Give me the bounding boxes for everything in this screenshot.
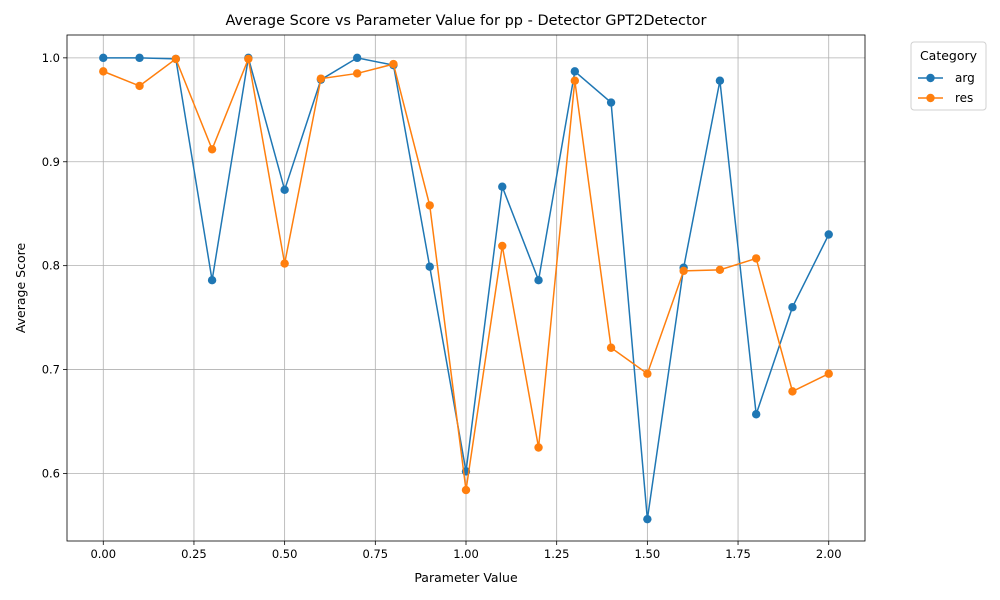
data-point-res — [570, 76, 580, 85]
legend-label-arg: arg — [955, 71, 975, 85]
data-point-arg — [715, 76, 725, 85]
data-point-arg — [280, 185, 289, 195]
data-point-res — [280, 259, 289, 268]
data-point-res — [425, 201, 434, 210]
y-tick-label: 0.6 — [42, 466, 60, 480]
y-tick-label: 0.8 — [42, 259, 60, 273]
y-tick-label: 0.7 — [42, 363, 60, 377]
legend-items: arg res — [918, 71, 975, 105]
data-point-res — [316, 74, 326, 83]
x-axis-label: Parameter Value — [414, 570, 518, 585]
gridlines — [67, 35, 865, 541]
y-axis-label: Average Score — [13, 243, 28, 334]
x-tick-label: 0.00 — [90, 547, 116, 561]
data-point-res — [643, 369, 652, 378]
data-point-arg — [643, 514, 652, 524]
data-point-res — [171, 54, 181, 64]
data-point-res — [751, 254, 761, 263]
data-point-res — [244, 54, 253, 64]
data-point-arg — [207, 276, 217, 285]
x-tick-label: 1.75 — [725, 547, 751, 561]
data-point-arg — [498, 182, 507, 191]
series-layer — [99, 53, 833, 524]
legend-marker-arg — [926, 73, 935, 83]
data-point-res — [715, 265, 725, 275]
x-tick-label: 1.25 — [544, 547, 570, 561]
chart-title: Average Score vs Parameter Value for pp … — [225, 13, 706, 29]
y-tick-label: 1.0 — [42, 51, 60, 65]
data-point-res — [534, 443, 543, 452]
data-point-res — [207, 145, 217, 154]
legend-title: Category — [920, 48, 978, 63]
legend-label-res: res — [955, 91, 973, 105]
data-point-res — [679, 266, 688, 276]
data-point-arg — [352, 53, 362, 63]
data-point-arg — [425, 262, 434, 271]
x-tick-label: 2.00 — [816, 547, 842, 561]
x-tick-label: 0.50 — [272, 547, 298, 561]
data-point-res — [389, 59, 398, 69]
y-tick-label: 0.9 — [42, 155, 60, 169]
data-point-res — [788, 387, 797, 396]
x-tick-label: 1.00 — [453, 547, 479, 561]
x-tick-label: 0.25 — [181, 547, 207, 561]
data-point-res — [824, 369, 833, 378]
data-point-res — [461, 485, 471, 495]
data-point-res — [352, 69, 362, 78]
legend-box — [910, 41, 987, 111]
y-axis: 0.6 0.7 0.8 0.9 1.0 — [42, 51, 67, 480]
data-point-res — [606, 343, 616, 352]
data-point-arg — [751, 410, 761, 419]
series-res — [99, 54, 833, 495]
data-point-arg — [534, 276, 543, 285]
legend-marker-res — [926, 93, 935, 103]
x-tick-label: 1.50 — [635, 547, 661, 561]
data-point-arg — [570, 67, 580, 76]
data-point-res — [498, 241, 507, 251]
data-point-arg — [99, 53, 108, 63]
data-point-arg — [788, 303, 797, 312]
legend: Category arg res — [910, 41, 987, 111]
data-point-arg — [824, 230, 833, 239]
x-tick-label: 0.75 — [363, 547, 389, 561]
data-point-arg — [135, 53, 144, 63]
data-point-res — [135, 81, 144, 91]
data-point-arg — [606, 98, 616, 107]
x-axis: 0.00 0.25 0.50 0.75 1.00 1.25 1.50 1.75 2.00 — [90, 541, 842, 561]
data-point-res — [99, 67, 108, 76]
